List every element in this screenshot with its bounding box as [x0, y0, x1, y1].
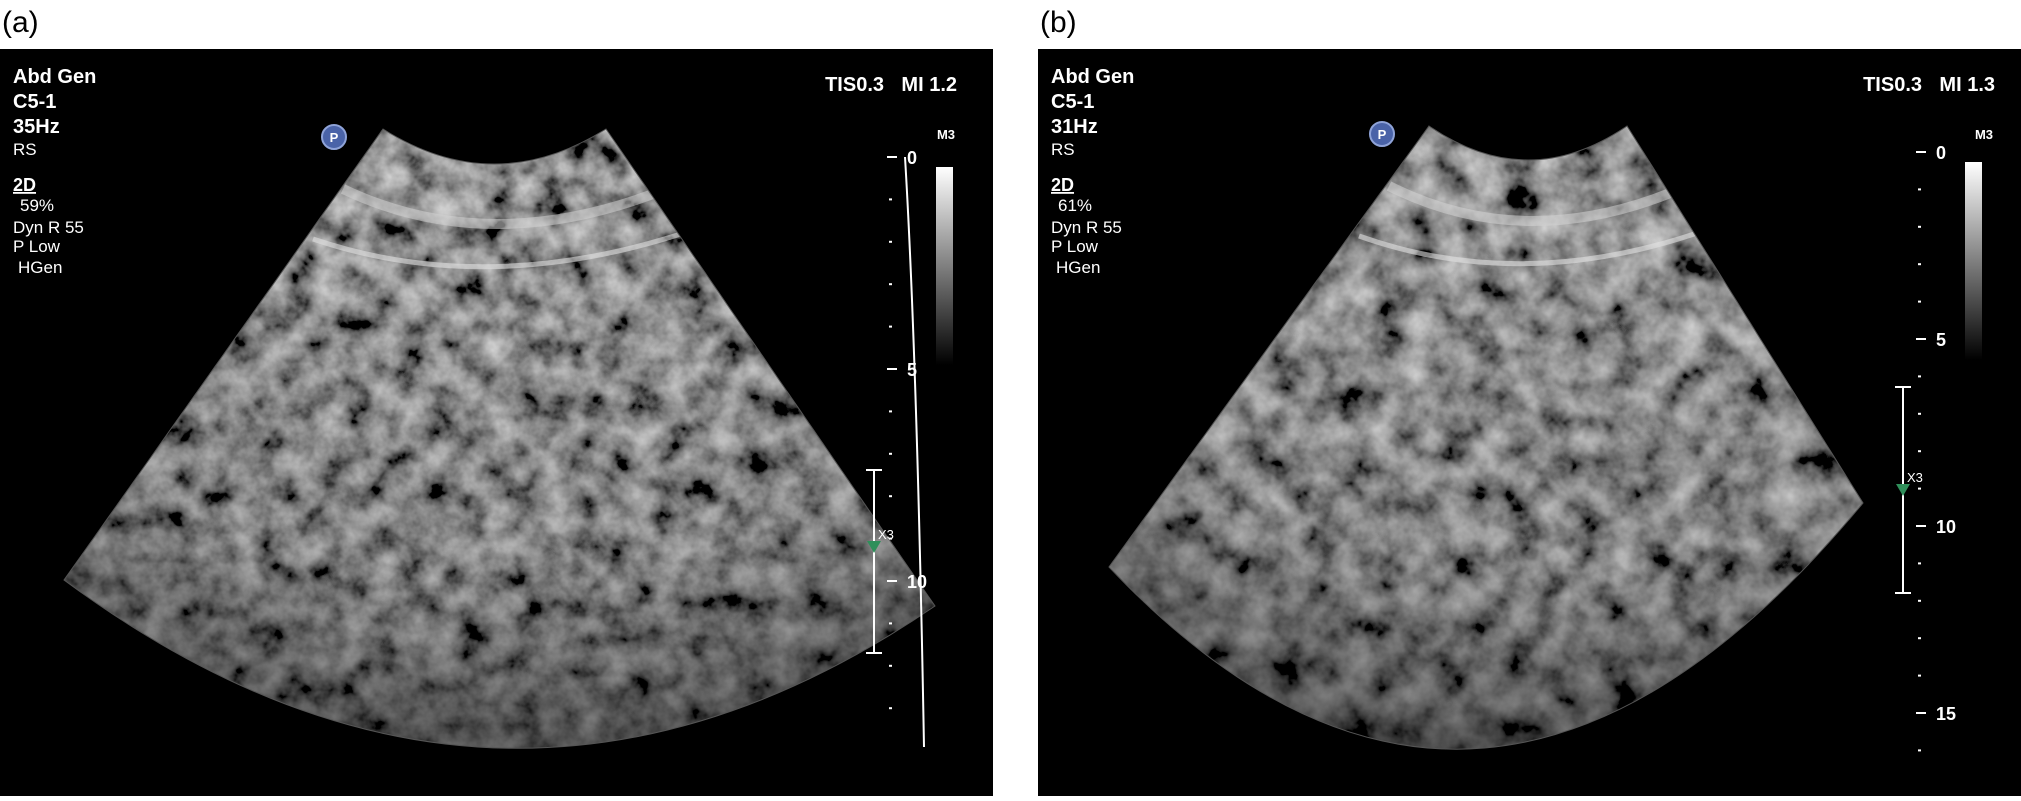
depth-dot: [889, 240, 892, 243]
depth-dot: [1918, 375, 1921, 378]
map-label: M3: [1975, 127, 1993, 142]
probe-icon: [321, 124, 347, 150]
depth-dot: [1918, 487, 1921, 490]
map-label: M3: [937, 127, 955, 142]
scan-parameter: 61%: [1058, 196, 1092, 215]
depth-dot: [1918, 188, 1921, 191]
scan-parameter: C5-1: [13, 91, 56, 113]
gray-bar: [936, 167, 953, 365]
gray-bar: [1965, 162, 1982, 360]
scan-parameter: Dyn R 55: [13, 218, 84, 237]
depth-dot: [1918, 562, 1921, 565]
scan-parameter: 59%: [20, 196, 54, 215]
depth-label: 10: [1936, 517, 1956, 537]
probe-icon-label: P: [330, 130, 339, 145]
depth-dot: [1918, 263, 1921, 266]
probe-icon-label: P: [1378, 127, 1387, 142]
depth-dot: [889, 707, 892, 710]
scan-parameter: 35Hz: [13, 116, 60, 138]
focus-label: X3: [878, 527, 894, 542]
depth-dot: [1918, 599, 1921, 602]
scan-parameter: HGen: [18, 258, 62, 277]
depth-dot: [1918, 225, 1921, 228]
probe-icon: [1369, 121, 1395, 147]
depth-label: 0: [907, 148, 917, 168]
depth-dot: [1918, 300, 1921, 303]
focus-marker: [867, 541, 881, 553]
scan-parameter: 2D: [13, 175, 36, 195]
depth-dot: [889, 198, 892, 201]
depth-dot: [889, 537, 892, 540]
sector-outline: [1108, 125, 1864, 750]
tgc-curve: [904, 156, 925, 748]
mechanical-index: MI 1.2: [901, 74, 957, 96]
depth-dot: [1918, 450, 1921, 453]
depth-dot: [1918, 412, 1921, 415]
depth-dot: [889, 664, 892, 667]
sector-outline: [63, 128, 936, 749]
panel-label: (b): [1040, 6, 1077, 39]
depth-dot: [889, 452, 892, 455]
depth-label: 15: [1936, 704, 1956, 724]
scan-parameter: Dyn R 55: [1051, 218, 1122, 237]
scan-parameter: 31Hz: [1051, 116, 1098, 138]
depth-dot: [889, 495, 892, 498]
depth-dot: [1918, 674, 1921, 677]
depth-label: 5: [1936, 330, 1946, 350]
focus-label: X3: [1907, 470, 1923, 485]
mechanical-index: MI 1.3: [1939, 74, 1995, 96]
scan-parameter: HGen: [1056, 258, 1100, 277]
panel-label: (a): [2, 6, 39, 39]
scan-parameter: P Low: [13, 237, 61, 256]
depth-label: 5: [907, 360, 917, 380]
depth-dot: [1918, 749, 1921, 752]
scan-parameter: Abd Gen: [13, 66, 96, 88]
depth-label: 0: [1936, 143, 1946, 163]
depth-dot: [889, 410, 892, 413]
focus-marker: [1896, 484, 1910, 496]
thermal-index: TIS0.3: [825, 74, 884, 96]
scan-parameter: P Low: [1051, 237, 1099, 256]
thermal-index: TIS0.3: [1863, 74, 1922, 96]
scan-parameter: RS: [13, 140, 37, 159]
depth-label: 10: [907, 572, 927, 592]
scan-parameter: Abd Gen: [1051, 66, 1134, 88]
depth-dot: [889, 622, 892, 625]
scan-parameter: C5-1: [1051, 91, 1094, 113]
scan-parameter: RS: [1051, 140, 1075, 159]
depth-dot: [889, 283, 892, 286]
depth-dot: [1918, 637, 1921, 640]
scan-parameter: 2D: [1051, 175, 1074, 195]
depth-dot: [889, 325, 892, 328]
